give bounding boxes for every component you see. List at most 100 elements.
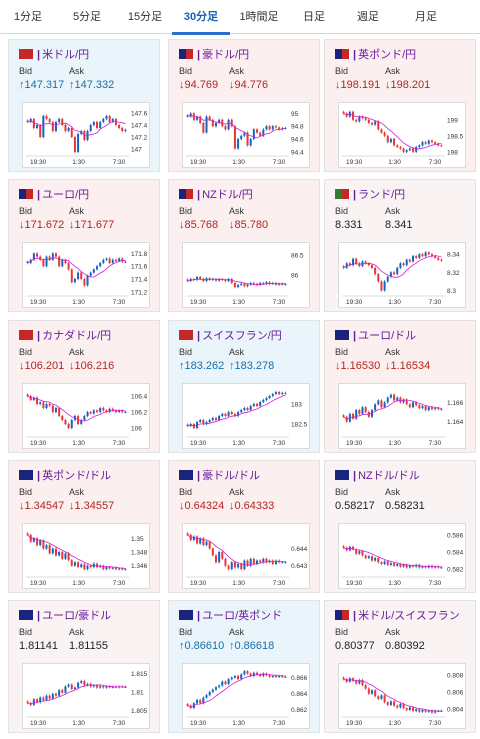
rate-card[interactable]: ユーロ/ドルBidAsk↓1.16530↓1.165341.1661.16419… <box>324 320 476 453</box>
mini-candlestick-chart[interactable]: 86.5 86 19:30 1:30 7:30 <box>182 242 310 308</box>
mini-candlestick-chart[interactable]: 183 182.5 19:30 1:30 7:30 <box>182 383 310 449</box>
x-tick-label: 19:30 <box>190 159 207 166</box>
candle <box>383 560 386 566</box>
mini-candlestick-chart[interactable]: 106.4 106.2 106 19:30 1:30 7:30 <box>22 383 150 449</box>
candle <box>67 422 70 430</box>
y-tick-label: 86.5 <box>291 253 304 260</box>
arrow-down-icon: ↓ <box>229 500 235 512</box>
candle <box>408 403 411 409</box>
rate-card[interactable]: カナダドル/円BidAsk↓106.201↓106.216106.4106.21… <box>8 320 160 453</box>
tab-2[interactable]: 15分足 <box>127 11 163 23</box>
candle <box>227 410 230 418</box>
candle <box>118 123 121 130</box>
pair-name-link[interactable]: 米ドル/円 <box>37 46 89 62</box>
rate-card[interactable]: 豪ドル/円BidAsk↓94.769↓94.7769594.894.694.41… <box>168 39 320 172</box>
candle <box>83 563 86 571</box>
y-tick-label: 199 <box>447 117 458 124</box>
tab-0[interactable]: 1分足 <box>13 11 43 23</box>
rate-card[interactable]: 英ポンド/ドルBidAsk↓1.34547↓1.345571.351.3481.… <box>8 460 160 593</box>
chart-svg: 0.866 0.864 0.862 19:30 1:30 7:30 <box>186 670 308 727</box>
mini-candlestick-chart[interactable]: 1.815 1.81 1.805 19:30 1:30 7:30 <box>22 663 150 729</box>
y-tick-label: 1.35 <box>131 536 144 543</box>
chart-svg: 0.644 0.643 19:30 1:30 7:30 <box>186 532 308 587</box>
bid-price: 8.331 <box>335 219 363 231</box>
x-tick-label: 7:30 <box>113 580 126 587</box>
currency-flag-icon <box>179 189 193 199</box>
rate-card[interactable]: 米ドル/円BidAsk↑147.317↑147.332147.6147.4147… <box>8 39 160 172</box>
mini-candlestick-chart[interactable]: 147.6 147.4 147.2 147 19:30 1:30 7:30 <box>22 102 150 168</box>
pair-name-link[interactable]: スイスフラン/円 <box>197 327 282 343</box>
rate-card[interactable]: ランド/円 Bid Ask 8.331 8.341 8.34 8.32 8.3 19:30 1:3… <box>324 179 476 312</box>
candle <box>434 709 437 714</box>
candle <box>61 550 64 561</box>
mini-candlestick-chart[interactable]: 1.35 1.348 1.346 19:30 1:30 7:30 <box>22 523 150 589</box>
x-tick-label: 1:30 <box>232 580 245 587</box>
bid-label: Bid <box>19 206 33 216</box>
candle <box>430 253 433 258</box>
rate-card[interactable]: 米ドル/スイスフラン Bid Ask 0.80377 0.80392 0.808 0.806… <box>324 600 476 733</box>
candle <box>205 420 208 426</box>
pair-name-link[interactable]: NZドル/ドル <box>353 467 420 483</box>
arrow-up-icon: ↑ <box>229 640 235 652</box>
rate-card[interactable]: NZドル/ドルBidAsk0.582170.582310.5860.5840.5… <box>324 460 476 593</box>
rate-card[interactable]: ユーロ/豪ドル Bid Ask 1.81141 1.81155 1.815 1.81 1.80… <box>8 600 160 733</box>
mini-candlestick-chart[interactable]: 171.8 171.6 171.4 171.2 19:30 1:30 7:30 <box>22 242 150 308</box>
pair-name-link[interactable]: 米ドル/スイスフラン <box>353 607 460 623</box>
tab-5[interactable]: 日足 <box>303 11 325 23</box>
candle <box>230 118 233 128</box>
rate-card[interactable]: ユーロ/円BidAsk↓171.672↓171.677171.8171.6171… <box>8 179 160 312</box>
pair-name-link[interactable]: ユーロ/ドル <box>353 327 416 343</box>
pair-name-link[interactable]: NZドル/円 <box>197 186 253 202</box>
tab-7[interactable]: 月足 <box>415 11 437 23</box>
pair-name-link[interactable]: ユーロ/英ポンド <box>197 607 282 623</box>
candle <box>389 137 392 144</box>
tab-1[interactable]: 5分足 <box>72 11 102 23</box>
y-tick-label: 0.584 <box>447 550 464 557</box>
ask-value: ↑0.86618 <box>229 640 274 652</box>
mini-candlestick-chart[interactable]: 0.586 0.584 0.582 19:30 1:30 7:30 <box>338 523 466 589</box>
mini-candlestick-chart[interactable]: 95 94.8 94.6 94.4 19:30 1:30 7:30 <box>182 102 310 168</box>
rate-card[interactable]: ユーロ/英ポンドBidAsk↑0.86610↑0.866180.8660.864… <box>168 600 320 733</box>
tab-6[interactable]: 週足 <box>357 11 379 23</box>
pair-name-link[interactable]: 豪ドル/円 <box>197 46 249 62</box>
tab-3[interactable]: 30分足 <box>172 0 230 35</box>
bid-price: 1.81141 <box>19 640 58 652</box>
candle <box>102 564 105 571</box>
y-tick-label: 94.6 <box>291 137 304 144</box>
bid-label: Bid <box>19 347 33 357</box>
candle <box>58 688 61 697</box>
candle <box>77 561 80 569</box>
rate-card[interactable]: NZドル/円BidAsk↓85.768↓85.78086.58619:301:3… <box>168 179 320 312</box>
mini-candlestick-chart[interactable]: 8.34 8.32 8.3 19:30 1:30 7:30 <box>338 242 466 308</box>
mini-candlestick-chart[interactable]: 1.166 1.164 19:30 1:30 7:30 <box>338 383 466 449</box>
candle <box>405 258 408 267</box>
pair-name-link[interactable]: 豪ドル/ドル <box>197 467 260 483</box>
candle <box>83 414 86 422</box>
mini-candlestick-chart[interactable]: 0.808 0.806 0.804 19:30 1:30 7:30 <box>338 663 466 729</box>
y-tick-label: 1.164 <box>447 419 464 426</box>
pair-name-link[interactable]: 英ポンド/円 <box>353 46 416 62</box>
pair-name-link[interactable]: ユーロ/円 <box>37 186 89 202</box>
candle <box>361 406 364 416</box>
candle <box>237 137 240 150</box>
rate-card[interactable]: スイスフラン/円BidAsk↑183.262↑183.278183182.519… <box>168 320 320 453</box>
y-tick-label: 0.644 <box>291 546 308 553</box>
arrow-down-icon: ↓ <box>179 500 185 512</box>
candle <box>367 555 370 560</box>
candle <box>48 117 51 124</box>
tab-4[interactable]: 1時間足 <box>239 11 279 23</box>
rate-card[interactable]: 英ポンド/円BidAsk↓198.191↓198.201199198.51981… <box>324 39 476 172</box>
mini-candlestick-chart[interactable]: 0.866 0.864 0.862 19:30 1:30 7:30 <box>182 663 310 729</box>
rate-card[interactable]: 豪ドル/ドルBidAsk↓0.64324↓0.643330.6440.64319… <box>168 460 320 593</box>
pair-name-link[interactable]: カナダドル/円 <box>37 327 111 343</box>
mini-candlestick-chart[interactable]: 0.644 0.643 19:30 1:30 7:30 <box>182 523 310 589</box>
candle <box>249 404 252 412</box>
bid-price: 85.768 <box>184 219 219 231</box>
pair-name-link[interactable]: ユーロ/豪ドル <box>37 607 111 623</box>
pair-name-link[interactable]: 英ポンド/ドル <box>37 467 111 483</box>
mini-candlestick-chart[interactable]: 199 198.5 198 19:30 1:30 7:30 <box>338 102 466 168</box>
candle <box>89 123 92 133</box>
candle <box>224 412 227 418</box>
pair-name-link[interactable]: ランド/円 <box>353 186 405 202</box>
candle <box>252 128 255 141</box>
